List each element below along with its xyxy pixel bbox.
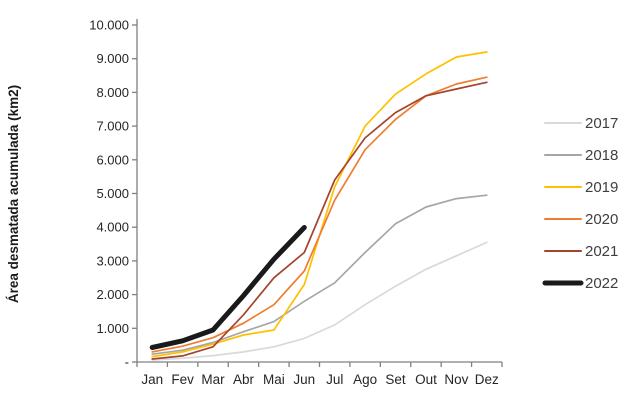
y-tick-label: 2.000 xyxy=(96,287,129,302)
legend-label-2018: 2018 xyxy=(585,147,618,164)
x-tick-label: Jan xyxy=(141,372,163,387)
legend-item-2019: 2019 xyxy=(544,179,618,196)
legend-item-2020: 2020 xyxy=(544,211,618,228)
x-tick-label: Jul xyxy=(326,372,343,387)
legend-item-2021: 2021 xyxy=(544,243,618,260)
legend-label-2021: 2021 xyxy=(585,243,618,260)
y-axis-title: Área desmatada acumulada (km2) xyxy=(6,85,21,303)
x-tick-label: Abr xyxy=(233,372,255,387)
x-tick-label: Dez xyxy=(475,372,499,387)
axes-layer: - 1.000 2.000 3.000 4.000 5.000 6.000 7.000 8.00… xyxy=(89,18,503,387)
y-tick-label: 3.000 xyxy=(96,253,129,268)
y-tick-label: 4.000 xyxy=(96,220,129,235)
series-line-2022 xyxy=(149,225,307,350)
x-tick-label: Mar xyxy=(201,372,225,387)
series-layer xyxy=(149,51,488,361)
y-tick-label: 6.000 xyxy=(96,152,129,167)
x-tick-label: Set xyxy=(385,372,406,387)
series-line-2018 xyxy=(151,194,488,356)
x-tick-label: Jun xyxy=(293,372,315,387)
legend-label-2017: 2017 xyxy=(585,115,618,132)
x-tick-label: Mai xyxy=(263,372,285,387)
x-tick-label: Out xyxy=(415,372,437,387)
legend-label-2022: 2022 xyxy=(585,275,618,292)
y-tick-label: 9.000 xyxy=(96,51,129,66)
y-tick-label: 5.000 xyxy=(96,186,129,201)
x-tick-label: Nov xyxy=(444,372,468,387)
y-tick-label: 7.000 xyxy=(96,119,129,134)
legend-layer: 2017 2018 2019 2020 2021 2022 xyxy=(542,115,618,292)
y-tick-label: 10.000 xyxy=(89,18,129,33)
legend-item-2022: 2022 xyxy=(542,275,618,292)
y-tick-label: - xyxy=(125,355,129,370)
y-tick-label: 8.000 xyxy=(96,85,129,100)
x-tick-label: Fev xyxy=(171,372,194,387)
legend-label-2020: 2020 xyxy=(585,211,618,228)
series-line-2021 xyxy=(151,81,488,360)
legend-label-2019: 2019 xyxy=(585,179,618,196)
y-tick-label: 1.000 xyxy=(96,321,129,336)
legend-item-2018: 2018 xyxy=(544,147,618,164)
series-line-2017 xyxy=(151,241,488,361)
legend-item-2017: 2017 xyxy=(544,115,618,132)
x-tick-label: Ago xyxy=(353,372,377,387)
